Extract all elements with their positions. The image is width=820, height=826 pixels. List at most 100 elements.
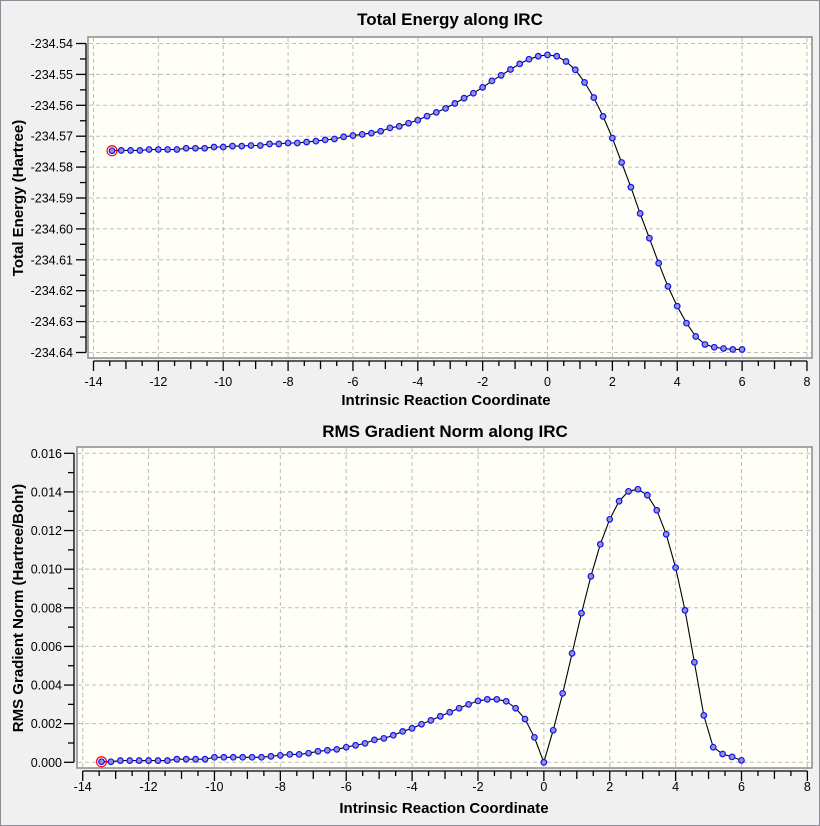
energy-data-point — [608, 134, 616, 142]
gradient-data-point — [559, 689, 567, 697]
energy-data-point — [720, 345, 727, 352]
gradient-data-point — [98, 758, 105, 766]
gradient-x-axis-label: Intrinsic Reaction Coordinate — [339, 800, 548, 817]
gradient-x-tick-label: -10 — [205, 780, 223, 794]
energy-y-tick-label: -234.56 — [31, 99, 73, 113]
gradient-data-point — [163, 757, 171, 764]
energy-data-point — [469, 89, 477, 97]
gradient-data-point — [371, 736, 378, 744]
gradient-data-point — [662, 530, 670, 538]
gradient-data-point — [116, 757, 124, 764]
energy-data-point — [192, 144, 199, 152]
energy-y-tick-label: -234.61 — [31, 253, 73, 267]
energy-data-point — [451, 100, 459, 107]
energy-data-point — [164, 146, 172, 153]
gradient-data-point — [531, 733, 538, 741]
energy-x-tick-label: -4 — [412, 375, 423, 389]
energy-x-tick-label: 0 — [544, 375, 551, 389]
gradient-data-point — [691, 658, 698, 666]
energy-data-point — [368, 129, 375, 137]
energy-data-point — [154, 146, 162, 153]
gradient-x-tick-label: -2 — [472, 780, 483, 794]
gradient-data-point — [512, 704, 520, 712]
energy-data-point — [460, 94, 468, 102]
gradient-data-point — [295, 750, 303, 758]
gradient-chart-title: RMS Gradient Norm along IRC — [322, 422, 568, 441]
gradient-data-point — [220, 753, 228, 761]
energy-data-point — [423, 112, 431, 120]
energy-y-tick-label: -234.62 — [31, 284, 73, 298]
gradient-chart: RMS Gradient Norm along IRC Intrinsic Re… — [10, 422, 813, 817]
energy-data-point — [219, 143, 227, 151]
gradient-data-point — [239, 753, 247, 761]
gradient-data-point — [211, 753, 218, 761]
energy-chart-title: Total Energy along IRC — [357, 10, 543, 29]
gradient-selected-point-marker — [95, 756, 108, 768]
gradient-x-tick-label: 6 — [738, 780, 745, 794]
energy-data-point — [210, 143, 218, 151]
energy-data-point — [303, 138, 311, 146]
energy-data-point — [673, 302, 681, 310]
gradient-data-point — [540, 758, 548, 766]
gradient-data-point — [615, 497, 623, 505]
energy-y-tick-label: -234.55 — [31, 68, 73, 82]
energy-data-point — [182, 144, 190, 152]
gradient-data-point — [145, 757, 152, 764]
energy-data-point — [349, 132, 357, 139]
energy-x-tick-label: -6 — [347, 375, 358, 389]
energy-data-point — [683, 319, 690, 327]
gradient-data-point — [502, 697, 510, 705]
energy-x-tick-label: 4 — [674, 375, 681, 389]
energy-data-point — [117, 147, 125, 154]
gradient-data-point — [493, 695, 501, 703]
gradient-data-point — [643, 491, 651, 499]
energy-data-point — [386, 124, 394, 132]
energy-data-point — [377, 127, 385, 135]
energy-data-point — [145, 146, 153, 153]
gradient-x-tick-label: 4 — [672, 780, 679, 794]
gradient-x-tick-label: -4 — [407, 780, 418, 794]
gradient-data-point — [483, 695, 491, 703]
energy-data-point — [330, 135, 338, 143]
energy-data-point — [655, 259, 663, 267]
energy-y-tick-label: -234.57 — [31, 130, 73, 144]
gradient-y-tick-label: 0.000 — [31, 756, 62, 770]
gradient-data-point — [267, 752, 275, 760]
energy-x-tick-label: 6 — [739, 375, 746, 389]
energy-data-point — [701, 341, 709, 348]
energy-data-point — [358, 130, 366, 138]
gradient-data-point — [333, 745, 341, 753]
energy-data-point — [544, 51, 551, 59]
energy-data-point — [340, 133, 348, 141]
energy-y-tick-label: -234.64 — [31, 346, 73, 360]
energy-data-point — [247, 142, 255, 149]
gradient-data-point — [709, 743, 717, 751]
gradient-data-point — [380, 734, 388, 742]
energy-x-tick-label: -2 — [477, 375, 488, 389]
energy-data-point — [479, 83, 487, 91]
energy-y-tick-label: -234.60 — [31, 222, 73, 236]
gradient-data-point — [399, 728, 407, 735]
gradient-x-tick-label: -14 — [74, 780, 92, 794]
energy-data-point — [534, 52, 542, 60]
gradient-data-point — [587, 572, 595, 580]
gradient-x-tick-label: -12 — [140, 780, 158, 794]
gradient-data-point — [201, 755, 209, 763]
energy-data-point — [127, 147, 134, 154]
energy-data-point — [590, 94, 598, 101]
gradient-data-point — [182, 755, 190, 763]
gradient-data-point — [323, 746, 331, 754]
gradient-data-point — [446, 708, 454, 716]
gradient-data-point — [634, 485, 642, 493]
energy-data-point — [581, 79, 588, 86]
gradient-data-point — [173, 755, 181, 763]
energy-data-point — [293, 139, 301, 147]
gradient-x-tick-label: 8 — [804, 780, 811, 794]
energy-data-point — [201, 144, 209, 152]
energy-data-point — [442, 104, 449, 112]
energy-data-point — [516, 60, 524, 68]
energy-data-point — [266, 140, 273, 148]
energy-data-point — [664, 282, 672, 290]
energy-data-point — [497, 71, 505, 79]
